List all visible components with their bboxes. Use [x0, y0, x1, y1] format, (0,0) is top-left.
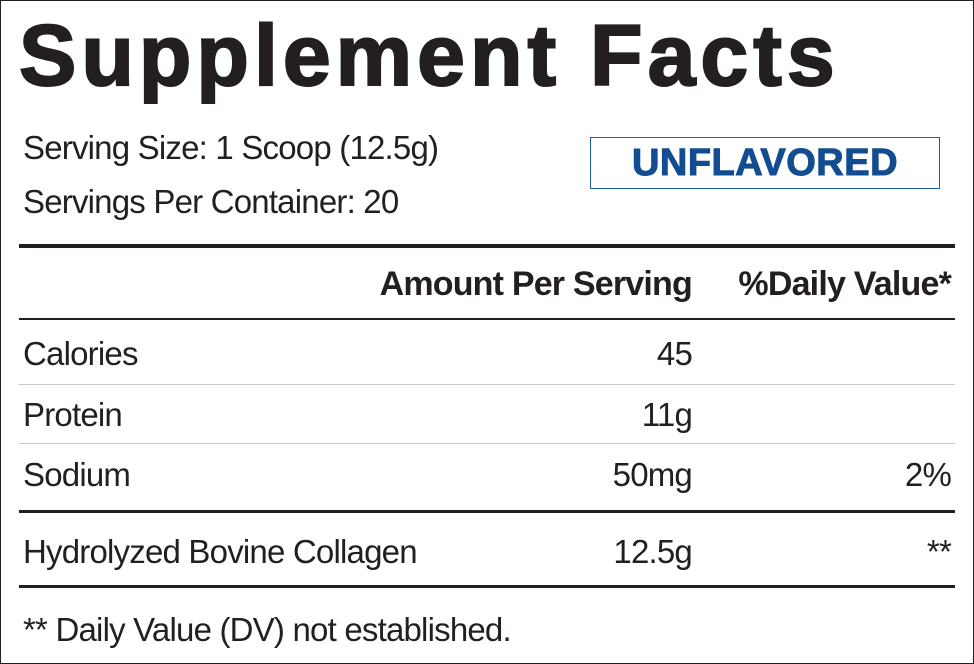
- row-rule: [19, 384, 955, 385]
- nutrient-name: Protein: [23, 396, 123, 433]
- flavor-text: UNFLAVORED: [631, 141, 899, 184]
- nutrient-amount: 12.5g: [613, 533, 692, 570]
- servings-per-container: Servings Per Container: 20: [23, 183, 399, 220]
- nutrient-name: Calories: [23, 335, 138, 372]
- flavor-badge: UNFLAVORED: [590, 137, 940, 189]
- thick-rule: [19, 244, 955, 248]
- title: Supplement Facts: [18, 8, 840, 104]
- row-rule: [19, 510, 955, 513]
- daily-value-header: %Daily Value*: [738, 265, 951, 303]
- nutrient-amount: 11g: [641, 396, 693, 433]
- amount-header: Amount Per Serving: [379, 265, 693, 303]
- rule: [19, 318, 955, 320]
- nutrient-amount: 45: [656, 335, 693, 372]
- nutrient-daily-value: **: [926, 533, 952, 570]
- row-rule: [19, 443, 955, 444]
- nutrient-amount: 50mg: [612, 456, 693, 493]
- footnote: ** Daily Value (DV) not established.: [23, 611, 512, 648]
- thick-rule: [19, 585, 955, 588]
- nutrient-name: Sodium: [23, 456, 131, 493]
- serving-size: Serving Size: 1 Scoop (12.5g): [23, 129, 439, 166]
- nutrient-name: Hydrolyzed Bovine Collagen: [23, 533, 418, 570]
- nutrient-daily-value: 2%: [904, 456, 952, 493]
